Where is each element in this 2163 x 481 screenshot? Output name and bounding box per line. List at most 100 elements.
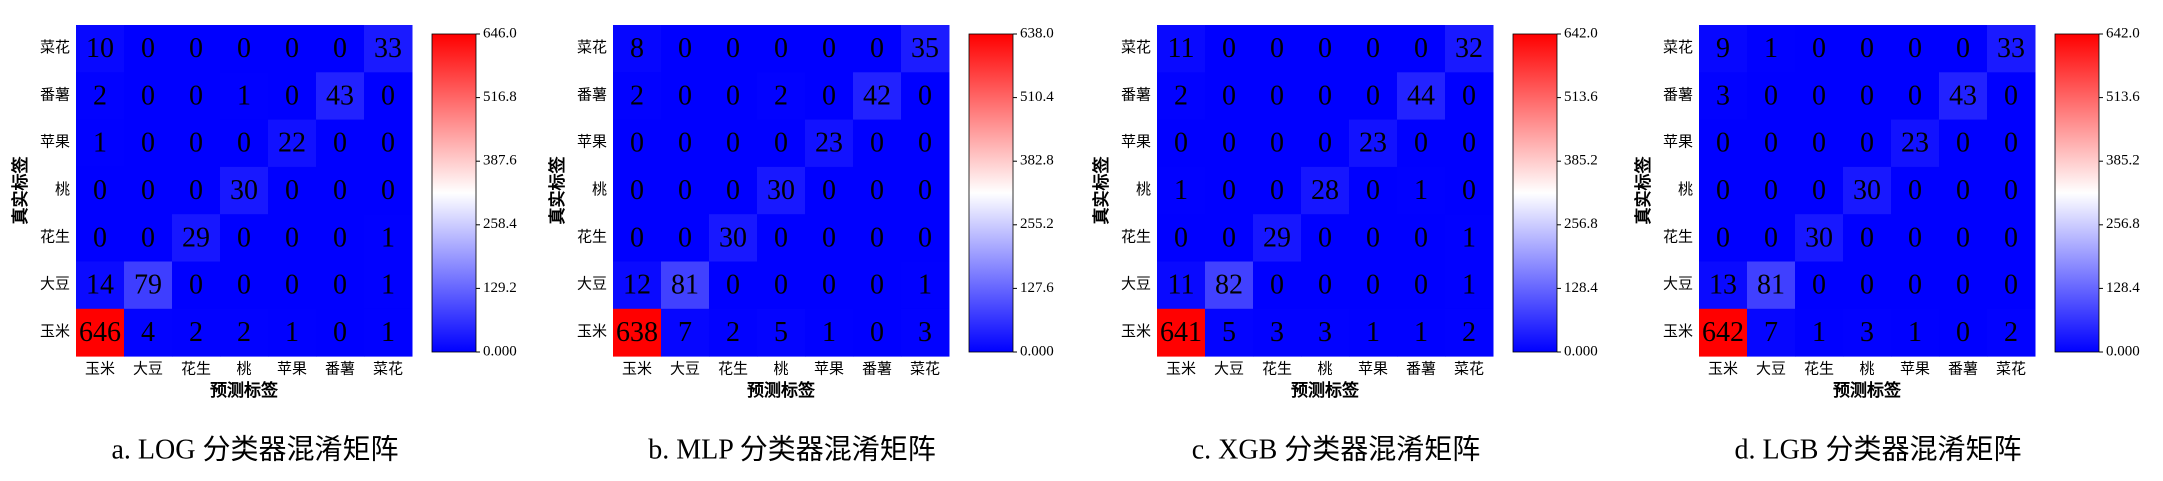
- cell-value: 0: [1318, 222, 1332, 253]
- cell-value: 3: [1318, 317, 1332, 348]
- cell-value: 0: [1222, 80, 1236, 111]
- heatmap-cell: [172, 72, 221, 121]
- cell-value: 0: [678, 33, 692, 64]
- x-tick-label: 玉米: [1166, 361, 1196, 378]
- cell-value: 0: [726, 128, 740, 159]
- heatmap-cell: [853, 308, 902, 357]
- y-axis-title: 真实标签: [1633, 156, 1653, 225]
- cell-value: 0: [1860, 33, 1874, 64]
- heatmap-cell: [1699, 214, 1748, 262]
- cell-value: 0: [1716, 128, 1730, 159]
- heatmap-cell: [1253, 119, 1302, 168]
- cell-value: 0: [1860, 270, 1874, 301]
- heatmap-cell: [661, 72, 710, 121]
- heatmap-cell: [1939, 25, 1988, 73]
- heatmap-cell: [1157, 166, 1206, 215]
- cell-value: 5: [1222, 317, 1236, 348]
- cell-value: 0: [189, 80, 203, 111]
- heatmap-cell: [709, 119, 758, 168]
- heatmap-cell: [1301, 214, 1350, 262]
- cell-value: 0: [726, 270, 740, 301]
- y-tick-label: 大豆: [40, 276, 70, 293]
- heatmap-cell: [1445, 308, 1494, 357]
- heatmap-cell: [853, 119, 902, 168]
- heatmap-cell: [124, 25, 173, 73]
- cell-value: 0: [1764, 222, 1778, 253]
- x-tick-label: 菜花: [910, 361, 940, 378]
- cell-value: 0: [189, 33, 203, 64]
- x-axis-title: 预测标签: [747, 380, 816, 400]
- cell-value: 0: [285, 270, 299, 301]
- cell-value: 43: [326, 80, 354, 111]
- y-axis-title: 真实标签: [547, 156, 567, 225]
- heatmap-cell: [220, 119, 269, 168]
- heatmap-cell: [364, 308, 413, 357]
- cell-value: 0: [189, 175, 203, 206]
- heatmap-cell: [709, 261, 758, 310]
- cell-value: 0: [333, 270, 347, 301]
- cell-value: 0: [189, 128, 203, 159]
- heatmap-cell: [1891, 119, 1940, 168]
- cell-value: 0: [1414, 270, 1428, 301]
- heatmap-cell: [316, 214, 365, 262]
- cell-value: 0: [1318, 33, 1332, 64]
- cell-value: 642: [1702, 317, 1744, 348]
- heatmap-cell: [268, 214, 317, 262]
- y-tick-label: 苹果: [1663, 134, 1693, 151]
- heatmap-cell: [709, 214, 758, 262]
- colorbar-tick-label: 256.8: [1564, 216, 1598, 232]
- cell-value: 0: [822, 33, 836, 64]
- x-axis-title: 预测标签: [1291, 380, 1360, 400]
- heatmap-cell: [757, 25, 806, 73]
- x-tick-label: 番薯: [862, 361, 892, 378]
- cell-value: 1: [1414, 175, 1428, 206]
- y-tick-label: 玉米: [1121, 323, 1151, 340]
- y-tick-label: 番薯: [1121, 86, 1151, 103]
- cell-value: 9: [1716, 33, 1730, 64]
- heatmap-cell: [1939, 261, 1988, 310]
- cell-value: 0: [1222, 33, 1236, 64]
- heatmap-cell: [1747, 25, 1796, 73]
- cell-value: 30: [1853, 175, 1881, 206]
- heatmap-cell: [316, 25, 365, 73]
- cell-value: 0: [678, 80, 692, 111]
- cell-value: 1: [1462, 222, 1476, 253]
- heatmap-cell: [1445, 261, 1494, 310]
- colorbar-tick-label: 128.4: [1564, 280, 1598, 296]
- cell-value: 0: [1764, 128, 1778, 159]
- cell-value: 14: [86, 270, 114, 301]
- cell-value: 1: [1174, 175, 1188, 206]
- cell-value: 0: [381, 128, 395, 159]
- heatmap-cell: [1891, 214, 1940, 262]
- cell-value: 0: [774, 222, 788, 253]
- heatmap-cell: [1205, 261, 1254, 310]
- cell-value: 0: [822, 175, 836, 206]
- cell-value: 81: [1757, 270, 1785, 301]
- y-tick-label: 桃: [1136, 181, 1151, 198]
- caption: a. LOG 分类器混淆矩阵: [112, 433, 399, 465]
- cell-value: 4: [141, 317, 155, 348]
- heatmap-cell: [316, 261, 365, 310]
- heatmap-cell: [1397, 119, 1446, 168]
- heatmap-cell: [124, 308, 173, 357]
- cell-value: 0: [774, 128, 788, 159]
- cell-value: 0: [630, 222, 644, 253]
- heatmap-cell: [1747, 72, 1796, 121]
- heatmap-cell: [901, 72, 950, 121]
- heatmap-cell: [172, 308, 221, 357]
- x-tick-label: 苹果: [814, 361, 844, 378]
- cell-value: 0: [1270, 175, 1284, 206]
- colorbar-tick-label: 255.2: [1020, 216, 1054, 232]
- heatmap-cell: [1349, 261, 1398, 310]
- heatmap-cell: [172, 166, 221, 215]
- cell-value: 0: [822, 80, 836, 111]
- heatmap-cell: [613, 308, 662, 357]
- cell-value: 0: [237, 33, 251, 64]
- cell-value: 0: [1908, 270, 1922, 301]
- cell-value: 0: [1812, 80, 1826, 111]
- cell-value: 30: [767, 175, 795, 206]
- heatmap-cell: [268, 72, 317, 121]
- heatmap-cell: [661, 308, 710, 357]
- colorbar-tick-label: 127.6: [1020, 280, 1054, 296]
- heatmap-cell: [220, 25, 269, 73]
